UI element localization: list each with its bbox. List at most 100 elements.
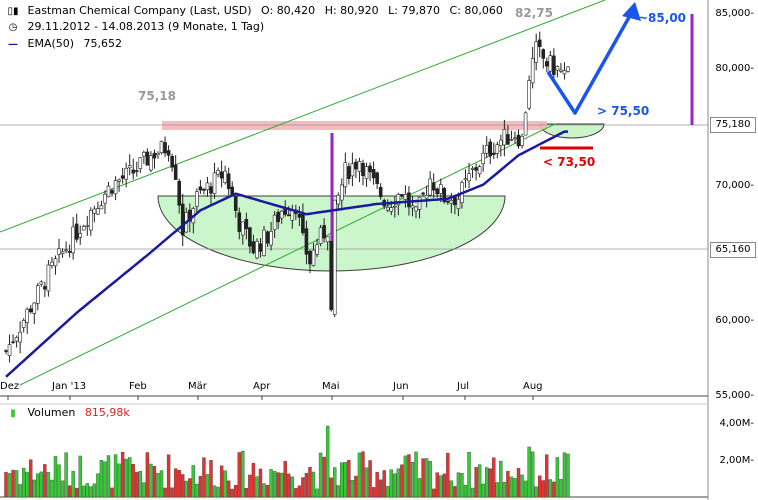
chart-title: Eastman Chemical Company (Last, USD) <box>27 4 252 17</box>
candle <box>237 207 242 240</box>
volume-bar <box>368 460 372 498</box>
candle <box>403 185 408 208</box>
candlestick-series <box>4 31 570 363</box>
candle <box>279 209 284 224</box>
candle <box>354 158 358 179</box>
candle <box>368 162 372 182</box>
volume-bar <box>163 487 167 498</box>
volume-bar <box>410 461 415 498</box>
volume-bar <box>460 473 464 498</box>
candle <box>198 179 203 194</box>
volume-icon: ▮ <box>10 408 16 419</box>
volume-bar <box>566 453 570 498</box>
candle <box>509 130 514 141</box>
volume-bar <box>287 473 291 498</box>
volume-bar <box>340 462 344 498</box>
volume-bar <box>21 467 26 498</box>
candle <box>428 171 432 197</box>
volume-bar <box>417 478 422 498</box>
volume-bar <box>538 475 542 498</box>
volume-bar <box>205 474 210 498</box>
ema50-line <box>5 130 568 378</box>
volume-bar <box>375 472 379 498</box>
volume-bar <box>333 467 337 498</box>
volume-bar <box>142 482 146 498</box>
candle <box>262 226 266 257</box>
volume-bar <box>431 488 436 498</box>
volume-bar <box>14 470 19 498</box>
candle <box>410 195 415 217</box>
candle <box>364 162 369 187</box>
candle <box>463 169 468 188</box>
candle <box>14 335 19 348</box>
volume-bar <box>128 457 132 498</box>
candle <box>106 182 111 198</box>
volume-bar <box>495 482 500 498</box>
candle <box>28 304 33 314</box>
candle <box>18 321 22 354</box>
candle <box>258 238 263 258</box>
volume-bar <box>311 471 316 498</box>
volume-bar <box>513 478 517 498</box>
volume-bar <box>255 476 259 498</box>
candle <box>286 206 291 217</box>
candle <box>361 159 365 186</box>
candle <box>74 213 79 243</box>
candle <box>520 133 524 149</box>
candle <box>513 131 517 144</box>
open-value: 80,420 <box>276 4 316 17</box>
candle <box>414 205 418 219</box>
volume-bar <box>389 469 393 498</box>
candle <box>39 280 44 287</box>
volume-bar <box>241 450 245 498</box>
candle <box>53 255 58 275</box>
candle <box>495 141 500 159</box>
candle <box>484 136 489 159</box>
candle <box>36 282 40 311</box>
low-label: L: <box>388 4 399 17</box>
volume-bar <box>315 488 319 498</box>
volume-bar <box>138 471 143 498</box>
candle <box>516 129 521 149</box>
high-label: H: <box>324 4 337 17</box>
volume-bar <box>74 487 79 498</box>
candle <box>7 334 12 363</box>
candle <box>64 241 68 254</box>
candle <box>138 157 143 173</box>
volume-bar <box>336 485 340 498</box>
candle <box>46 259 51 297</box>
x-tick-mai: Mai <box>322 381 340 392</box>
volume-bar <box>361 451 365 498</box>
volume-bar <box>456 472 461 498</box>
candle <box>336 192 341 210</box>
volume-bar <box>463 485 468 498</box>
volume-bar <box>18 484 22 498</box>
volume-bar <box>117 463 121 498</box>
volume-bar <box>350 480 355 498</box>
volume-bar <box>562 452 567 498</box>
candle <box>424 185 429 208</box>
candle <box>488 138 493 165</box>
volume-bar <box>103 461 107 498</box>
volume-bar <box>308 467 312 498</box>
ema-legend: — EMA(50) 75,652 <box>6 37 122 50</box>
volume-bar <box>223 470 227 498</box>
candle <box>21 318 26 333</box>
volume-bar <box>124 458 128 498</box>
candle <box>251 234 256 255</box>
volume-bars <box>4 425 570 498</box>
high-value: 80,920 <box>340 4 379 17</box>
candle <box>142 150 146 164</box>
candle <box>329 241 333 312</box>
volume-bar <box>322 456 326 498</box>
volume-bar <box>506 470 510 498</box>
volume-bar <box>120 452 125 498</box>
volume-bar <box>453 486 457 498</box>
candle <box>470 166 475 178</box>
candle <box>530 47 535 89</box>
candle <box>467 162 471 189</box>
volume-bar <box>113 454 118 498</box>
candle <box>134 161 139 177</box>
candle <box>534 33 538 71</box>
